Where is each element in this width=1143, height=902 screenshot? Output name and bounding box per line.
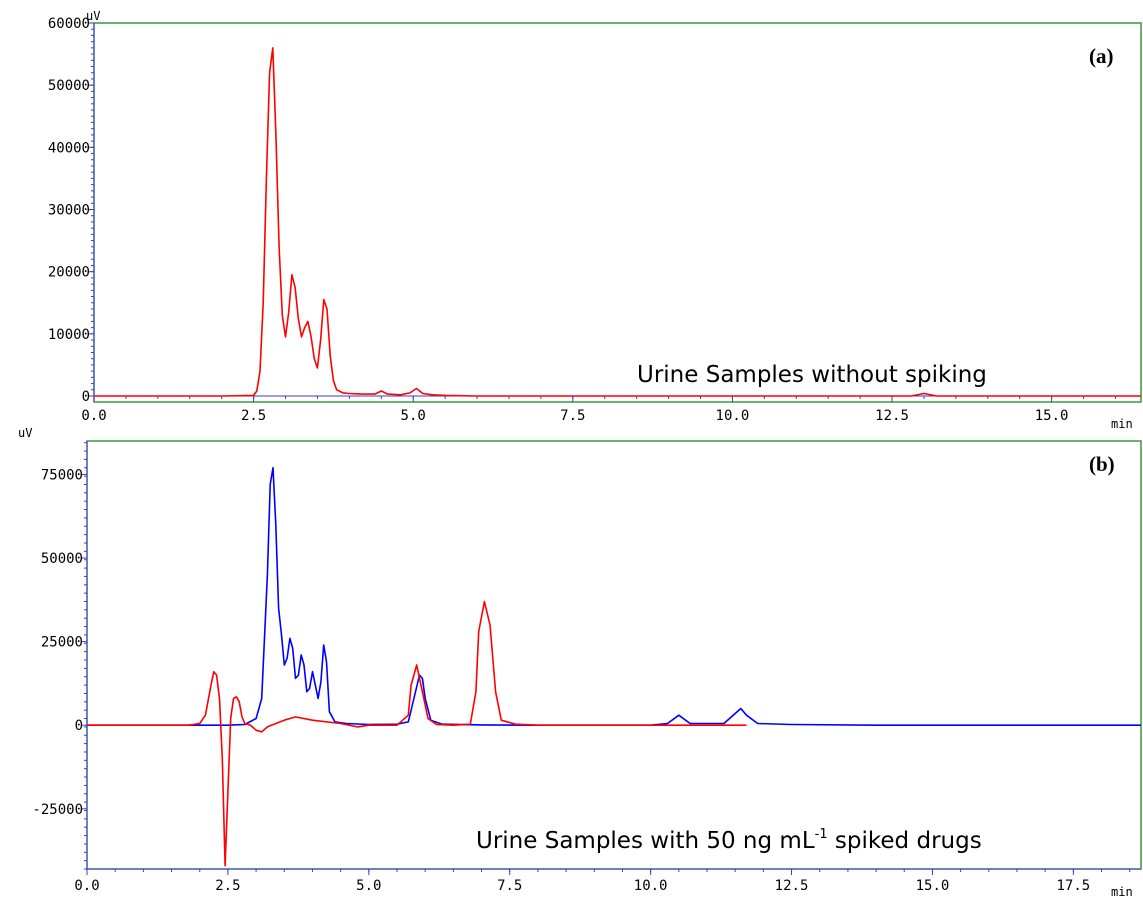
y-tick-label: 30000	[48, 203, 90, 219]
x-unit-label-a: min	[1111, 417, 1133, 431]
x-tick-label: 7.5	[560, 408, 585, 424]
x-tick-label: 12.5	[875, 408, 909, 424]
x-tick-label: 7.5	[497, 878, 522, 894]
y-tick-label: 10000	[48, 327, 90, 343]
annotation-b-sup: -1	[815, 827, 828, 842]
y-unit-label-a: uV	[86, 9, 100, 23]
x-tick-label: 12.5	[775, 878, 809, 894]
y-tick-label: 20000	[48, 265, 90, 281]
y-tick-label: 50000	[41, 551, 83, 567]
series-line-red	[87, 600, 747, 867]
traces-b	[87, 466, 1141, 867]
x-tick-label: 5.0	[401, 408, 426, 424]
plot-frame-b	[86, 440, 1142, 870]
annotation-b-main: Urine Samples with 50 ng mL	[476, 828, 815, 854]
x-tick-label: 2.5	[241, 408, 266, 424]
y-tick-label: 50000	[48, 78, 90, 94]
y-ticks-a: 0 10000 20000 30000 40000 50000 60000	[48, 16, 94, 405]
y-tick-label: 0	[82, 389, 90, 405]
x-tick-label: 15.0	[916, 878, 950, 894]
plot-frame-a	[93, 22, 1142, 403]
annotation-a: Urine Samples without spiking	[637, 362, 987, 388]
minor-ticks-a	[91, 22, 1116, 399]
series-line-red	[94, 47, 1141, 397]
y-tick-label: 25000	[41, 635, 83, 651]
x-tick-label: 10.0	[716, 408, 750, 424]
annotation-b: Urine Samples with 50 ng mL-1 spiked dru…	[476, 827, 982, 854]
x-unit-label-b: min	[1111, 885, 1133, 899]
x-tick-label: 2.5	[215, 878, 240, 894]
x-ticks-b: 0.0 2.5 5.0 7.5 10.0 12.5 15.0 17.5	[74, 869, 1090, 894]
x-tick-label: 10.0	[634, 878, 668, 894]
y-unit-label-b: uV	[18, 426, 32, 440]
annotation-b-tail: spiked drugs	[828, 828, 982, 854]
y-tick-label: -25000	[32, 802, 83, 818]
x-tick-label: 0.0	[81, 408, 106, 424]
x-tick-label: 15.0	[1035, 408, 1069, 424]
y-tick-label: 0	[75, 718, 83, 734]
traces-a	[94, 47, 1141, 397]
chromatogram-panel-b: -25000 0 25000 50000 75000 0.0 2.5 5.0 7.5 10.0 1…	[18, 426, 1142, 899]
panel-label-b: (b)	[1089, 452, 1115, 476]
x-tick-label: 5.0	[356, 878, 381, 894]
x-tick-label: 17.5	[1057, 878, 1091, 894]
x-ticks-a: 0.0 2.5 5.0 7.5 10.0 12.5 15.0	[81, 396, 1068, 424]
panel-label-a: (a)	[1089, 44, 1114, 68]
y-tick-label: 40000	[48, 140, 90, 156]
x-tick-label: 0.0	[74, 878, 99, 894]
chromatogram-panel-a: 0 10000 20000 30000 40000 50000 60000 0.0 2.5 5.…	[48, 9, 1142, 431]
y-ticks-b: -25000 0 25000 50000 75000	[32, 467, 87, 818]
y-tick-label: 60000	[48, 16, 90, 32]
series-line-blue	[87, 466, 1141, 727]
minor-ticks-b	[84, 442, 1131, 872]
y-tick-label: 75000	[41, 467, 83, 483]
